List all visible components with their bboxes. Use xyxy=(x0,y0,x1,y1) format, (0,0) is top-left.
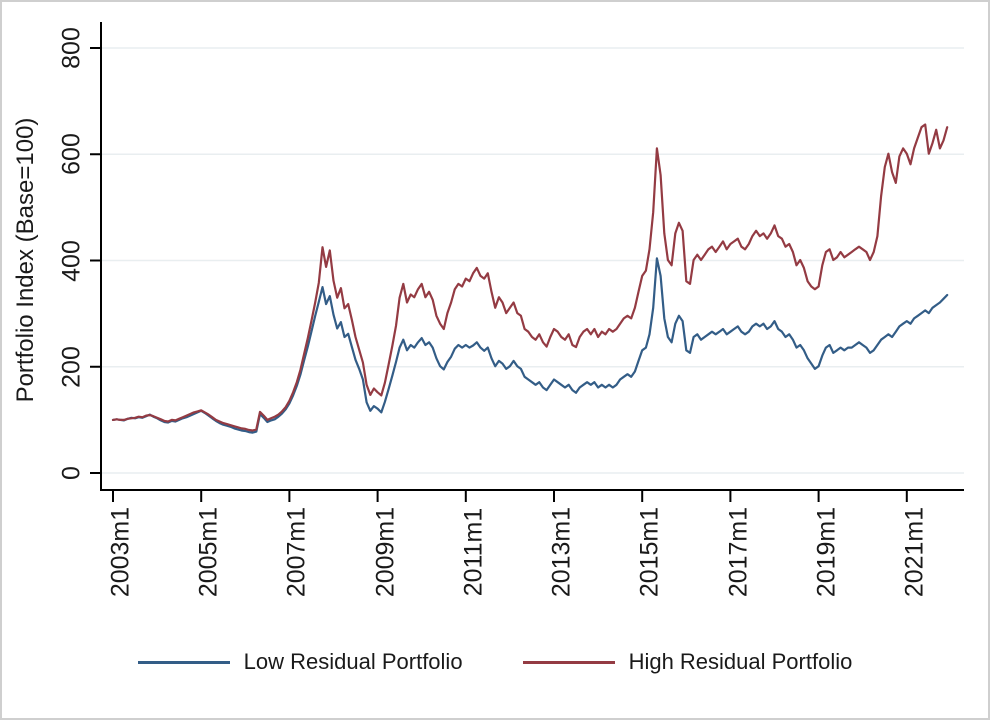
x-tick-label-2021m1: 2021m1 xyxy=(900,506,929,598)
x-tick-label-2003m1: 2003m1 xyxy=(106,506,135,598)
legend-spacer xyxy=(477,662,509,663)
x-tick-label-2005m1: 2005m1 xyxy=(194,506,223,598)
x-tick-label-2007m1: 2007m1 xyxy=(282,506,311,598)
x-tick-label-2013m1: 2013m1 xyxy=(547,506,576,598)
legend: Low Residual Portfolio High Residual Por… xyxy=(2,646,988,678)
y-axis-title: Portfolio Index (Base=100) xyxy=(12,117,39,403)
x-tick-label-2009m1: 2009m1 xyxy=(371,506,400,598)
legend-line-low-residual xyxy=(137,660,230,664)
legend-label-high-residual: High Residual Portfolio xyxy=(628,649,853,674)
series-line-0 xyxy=(111,257,949,434)
legend-label-low-residual: Low Residual Portfolio xyxy=(243,649,463,674)
y-tick-label-600: 600 xyxy=(57,133,86,175)
x-tick-label-2011m1: 2011m1 xyxy=(459,507,488,597)
x-tick-label-2019m1: 2019m1 xyxy=(812,506,841,598)
y-tick-label-200: 200 xyxy=(57,346,86,388)
legend-line-high-residual xyxy=(522,660,615,664)
y-tick-label-400: 400 xyxy=(57,240,86,282)
x-tick-label-2017m1: 2017m1 xyxy=(724,506,753,598)
series-line-1 xyxy=(111,123,949,432)
y-tick-label-800: 800 xyxy=(57,27,86,69)
y-tick-label-0: 0 xyxy=(57,466,86,480)
x-tick-label-2015m1: 2015m1 xyxy=(635,506,664,598)
